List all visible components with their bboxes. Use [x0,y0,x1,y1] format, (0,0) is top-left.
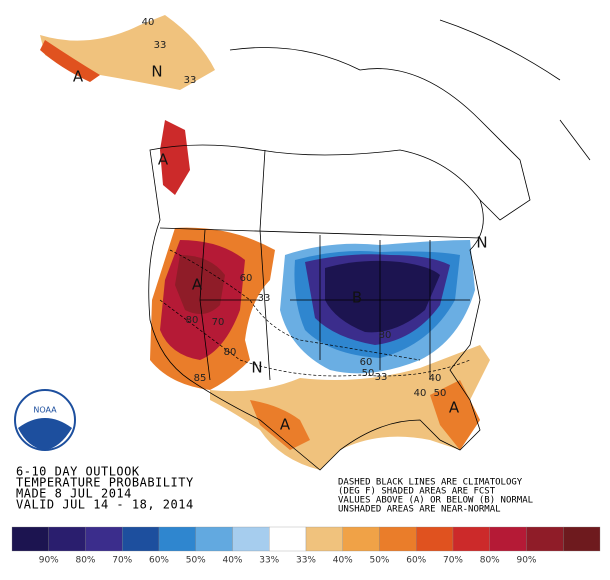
legend-label: 40% [222,556,242,566]
legend-label: 50% [186,556,206,566]
region-letter: A [192,276,203,294]
legend-label: 33% [296,556,316,566]
contour-label: 50 [362,368,375,379]
legend-label: 50% [369,556,389,566]
alaska-above-strong [40,40,100,82]
contour-label: 80 [379,330,392,341]
contour-label: 80 [186,315,199,326]
legend-label: 40% [333,556,353,566]
legend-swatch [452,526,490,552]
header-line: MADE 8 JUL 2014 [16,487,132,501]
contour-label: 40 [429,373,442,384]
region-letter: A [73,68,84,86]
region-letter: B [352,289,362,307]
note-line: (DEG F) SHADED AREAS ARE FCST [338,487,496,497]
contour-label: 50 [434,388,447,399]
contour-label: 33 [375,372,388,383]
legend-label: 90% [516,556,536,566]
legend-swatch [232,526,270,552]
region-letter: A [449,399,460,417]
east-below-core [325,260,440,333]
legend-swatch [379,526,417,552]
legend-swatch [158,526,196,552]
header-line: 6-10 DAY OUTLOOK [16,465,140,479]
coast-above [160,120,190,195]
legend-label: 60% [406,556,426,566]
region-letter: A [158,151,169,169]
legend-label: 80% [75,556,95,566]
legend-swatch [416,526,454,552]
legend-label: 33% [259,556,279,566]
legend-swatch [489,526,527,552]
contour-label: 40 [142,17,155,28]
borders [148,19,591,471]
contour-label: 33 [154,40,167,51]
legend-label: 80% [480,556,500,566]
legend-swatch [563,526,601,552]
legend-swatch [195,526,233,552]
contour-label: 70 [212,317,225,328]
note-line: UNSHADED AREAS ARE NEAR-NORMAL [338,505,501,515]
contour-label: 33 [184,75,197,86]
legend-swatch [305,526,343,552]
header-line: VALID JUL 14 - 18, 2014 [16,498,194,512]
legend-swatch [48,526,86,552]
legend-swatch [269,526,307,552]
legend-swatch [342,526,380,552]
header-line: TEMPERATURE PROBABILITY [16,476,194,490]
contour-label: 60 [360,357,373,368]
region-letter: N [476,234,487,252]
region-letter: A [280,416,291,434]
climatology-lines [159,249,471,377]
legend-swatch [526,526,564,552]
contour-label: 80 [224,347,237,358]
contour-label: 85 [194,373,207,384]
note-line: VALUES ABOVE (A) OR BELOW (B) NORMAL [338,496,533,506]
west-above-core [175,255,225,314]
contour-label: 40 [414,388,427,399]
contour-label: 60 [240,273,253,284]
legend-label: 70% [112,556,132,566]
region-letter: N [151,63,162,81]
legend-swatch [122,526,160,552]
south-above-strong [250,380,480,450]
legend-swatch [85,526,123,552]
legend-swatch [11,526,49,552]
legend-label: 70% [443,556,463,566]
contour-label: 33 [258,293,271,304]
logo-text: NOAA [33,406,57,415]
logo: NOAA [14,389,76,451]
region-letter: N [251,359,262,377]
legend-label: 60% [149,556,169,566]
note-line: DASHED BLACK LINES ARE CLIMATOLOGY [338,478,523,488]
legend-label: 90% [39,556,59,566]
